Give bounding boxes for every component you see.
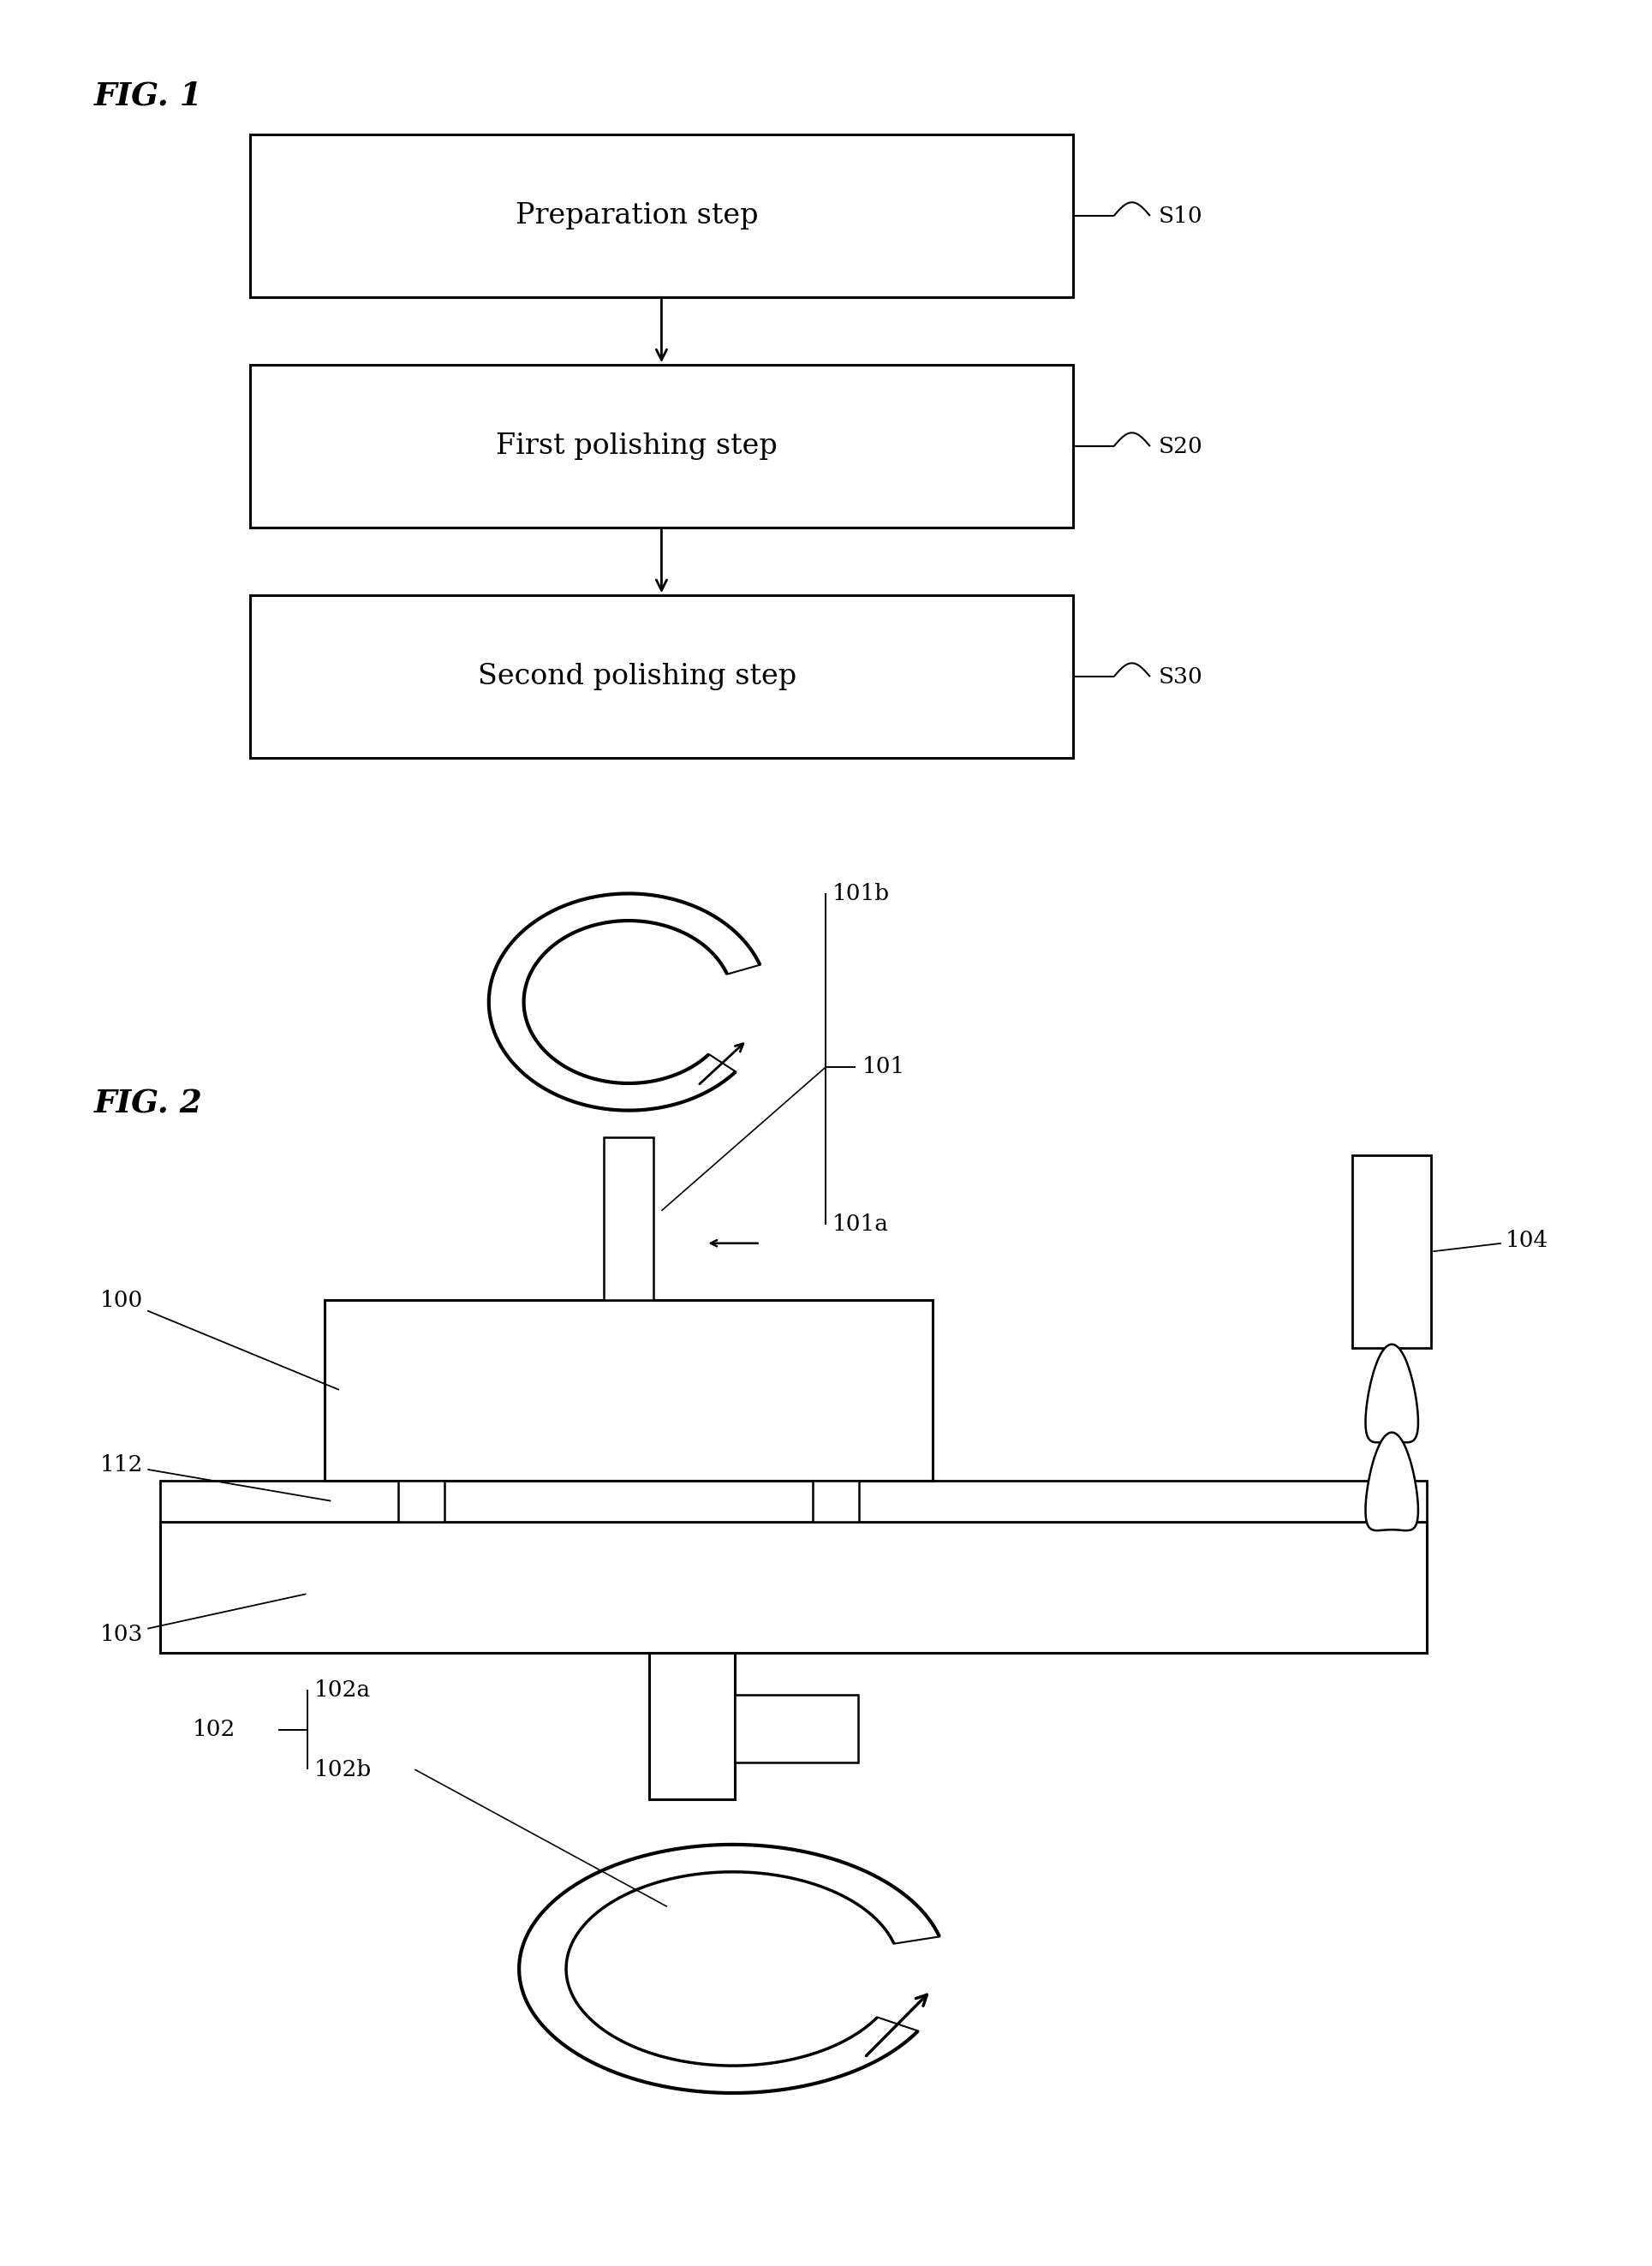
Polygon shape [1366, 1344, 1417, 1443]
Bar [813, 1482, 859, 1520]
Bar [251, 134, 1072, 297]
Text: 102b: 102b [314, 1758, 372, 1781]
Text: FIG. 2: FIG. 2 [94, 1088, 203, 1119]
Text: 104: 104 [1434, 1230, 1548, 1251]
Bar [398, 1482, 444, 1520]
Bar [160, 1520, 1426, 1652]
Text: FIG. 1: FIG. 1 [94, 79, 203, 111]
Text: 102: 102 [193, 1720, 236, 1740]
Bar [605, 1138, 653, 1301]
Bar [251, 596, 1072, 759]
Text: 101b: 101b [833, 884, 890, 904]
Text: 101: 101 [862, 1056, 905, 1079]
Text: 100: 100 [101, 1289, 339, 1389]
Text: S10: S10 [1158, 206, 1203, 227]
Text: 101a: 101a [833, 1215, 889, 1235]
Bar [324, 1301, 933, 1482]
Bar [649, 1652, 735, 1799]
Text: 102a: 102a [314, 1679, 372, 1700]
Bar [735, 1695, 857, 1763]
Text: 112: 112 [101, 1455, 330, 1500]
Text: Preparation step: Preparation step [515, 202, 758, 229]
Bar [1353, 1156, 1431, 1348]
Bar [251, 365, 1072, 528]
Polygon shape [489, 893, 760, 1110]
Bar [160, 1482, 1426, 1520]
Text: S30: S30 [1158, 666, 1203, 687]
Text: 103: 103 [101, 1593, 306, 1645]
Text: S20: S20 [1158, 435, 1203, 458]
Polygon shape [1366, 1432, 1417, 1530]
Text: First polishing step: First polishing step [496, 433, 778, 460]
Polygon shape [519, 1845, 940, 2094]
Text: Second polishing step: Second polishing step [477, 664, 796, 691]
